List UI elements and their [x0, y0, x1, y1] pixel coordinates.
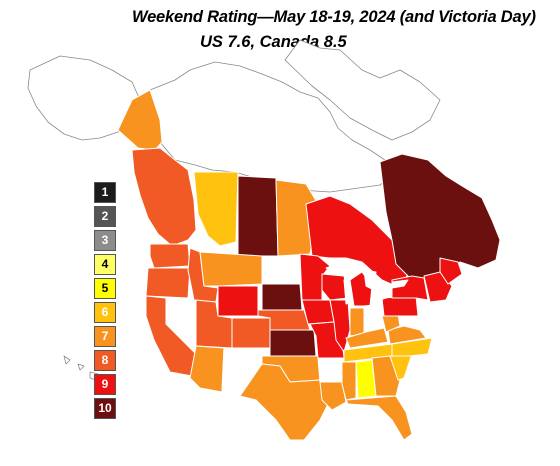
legend-item: 6 — [94, 302, 116, 323]
region-alaska — [27, 55, 141, 141]
region-oregon — [145, 267, 191, 299]
region-quebec-atlantic — [379, 153, 501, 279]
legend-item: 7 — [94, 326, 116, 347]
region-wyoming — [217, 285, 259, 317]
region-arizona — [189, 345, 225, 393]
legend-item: 9 — [94, 374, 116, 395]
region-yukon — [117, 89, 163, 151]
region-mississippi — [341, 361, 357, 401]
legend-item: 1 — [94, 182, 116, 203]
region-colorado — [231, 317, 271, 349]
region-hawaii — [63, 355, 99, 381]
page-title: Weekend Rating—May 18-19, 2024 (and Vict… — [132, 8, 536, 26]
lake-superior — [325, 261, 359, 275]
region-louisiana — [319, 381, 347, 411]
region-british-columbia — [131, 147, 197, 247]
legend-item: 4 — [94, 254, 116, 275]
region-indiana — [349, 307, 365, 337]
region-ohio — [363, 303, 385, 333]
region-arctic-islands — [284, 39, 441, 141]
region-south-dakota — [261, 283, 303, 311]
lake-huron — [363, 269, 377, 291]
legend-item: 5 — [94, 278, 116, 299]
region-washington — [149, 243, 191, 269]
region-north-dakota — [261, 257, 301, 285]
region-new-york — [391, 275, 429, 301]
region-kansas — [269, 329, 317, 357]
lake-ontario — [391, 279, 409, 289]
region-arkansas — [317, 357, 345, 383]
legend-item: 3 — [94, 230, 116, 251]
legend-item: 8 — [94, 350, 116, 371]
region-saskatchewan — [237, 175, 279, 257]
region-iowa — [301, 299, 335, 325]
region-maine — [439, 257, 463, 285]
region-wisconsin — [321, 273, 349, 301]
region-pennsylvania — [381, 295, 419, 317]
legend-item: 2 — [94, 206, 116, 227]
lake-michigan — [343, 279, 353, 305]
region-texas — [239, 363, 331, 441]
region-virginia — [387, 325, 427, 345]
region-alberta — [193, 171, 239, 247]
legend-item: 10 — [94, 398, 116, 419]
lake-erie — [371, 291, 393, 303]
region-florida — [345, 395, 413, 441]
region-nevada — [165, 297, 197, 347]
region-montana — [199, 251, 263, 287]
region-kentucky — [345, 327, 389, 349]
rating-legend: 1 2 3 4 5 6 7 8 9 10 — [94, 182, 116, 422]
